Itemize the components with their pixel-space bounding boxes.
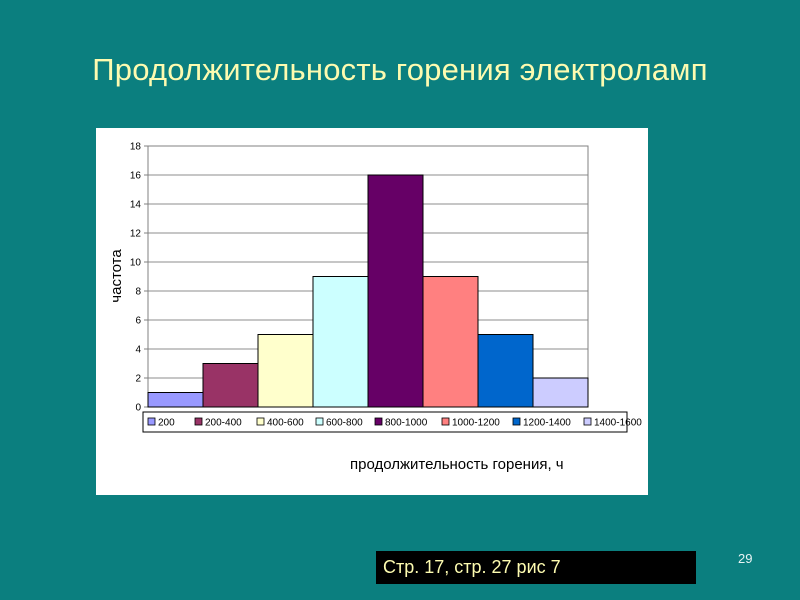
y-tick-label: 14 (130, 200, 142, 211)
legend-label: 1200-1400 (523, 418, 571, 429)
bar-1000-1200 (422, 276, 479, 408)
y-tick-label: 4 (135, 345, 141, 356)
bar-800-1000 (367, 174, 424, 408)
y-tick-label: 0 (135, 403, 141, 414)
legend-label: 1400-1600 (594, 418, 642, 429)
legend-swatch (147, 417, 156, 426)
y-axis-label: частота (108, 249, 125, 303)
legend-label: 800-1000 (385, 418, 428, 429)
y-tick-label: 16 (130, 171, 142, 182)
histogram-chart: 0 2 4 6 8 10 12 14 16 18 частота 200 200-400 400-60… (108, 142, 642, 474)
y-tick-label: 6 (135, 316, 141, 327)
legend: 200 200-400 400-600 600-800 800-1000 1000-120… (142, 411, 642, 433)
y-tick-labels: 0 2 4 6 8 10 12 14 16 18 (130, 142, 142, 414)
y-tick-label: 10 (130, 258, 142, 269)
bars (147, 174, 589, 408)
legend-swatch (256, 417, 265, 426)
bar-200 (147, 392, 204, 408)
bar-400-600 (257, 334, 314, 408)
legend-label: 600-800 (326, 418, 363, 429)
bar-600-800 (312, 276, 369, 408)
legend-swatch (374, 417, 383, 426)
legend-swatch (583, 417, 592, 426)
slide-title: Продолжительность горения электроламп (92, 52, 708, 87)
bar-1400-1600 (532, 377, 589, 408)
legend-swatch (194, 417, 203, 426)
bar-1200-1400 (477, 334, 534, 408)
legend-swatch (441, 417, 450, 426)
y-tick-label: 2 (135, 374, 141, 385)
y-tick-label: 8 (135, 287, 141, 298)
legend-swatch (315, 417, 324, 426)
legend-label: 200 (158, 418, 175, 429)
page-number: 29 (738, 551, 753, 566)
y-tick-label: 12 (130, 229, 142, 240)
bar-200-400 (202, 363, 259, 408)
x-axis-label: продолжительность горения, ч (350, 456, 564, 473)
legend-swatch (512, 417, 521, 426)
y-tick-label: 18 (130, 142, 142, 153)
legend-label: 200-400 (205, 418, 242, 429)
legend-label: 1000-1200 (452, 418, 500, 429)
chart-panel: 0 2 4 6 8 10 12 14 16 18 частота 200 200-400 400-60… (96, 128, 648, 495)
legend-label: 400-600 (267, 418, 304, 429)
footer-reference: Стр. 17, стр. 27 рис 7 (376, 551, 696, 584)
legend-frame (142, 411, 628, 433)
